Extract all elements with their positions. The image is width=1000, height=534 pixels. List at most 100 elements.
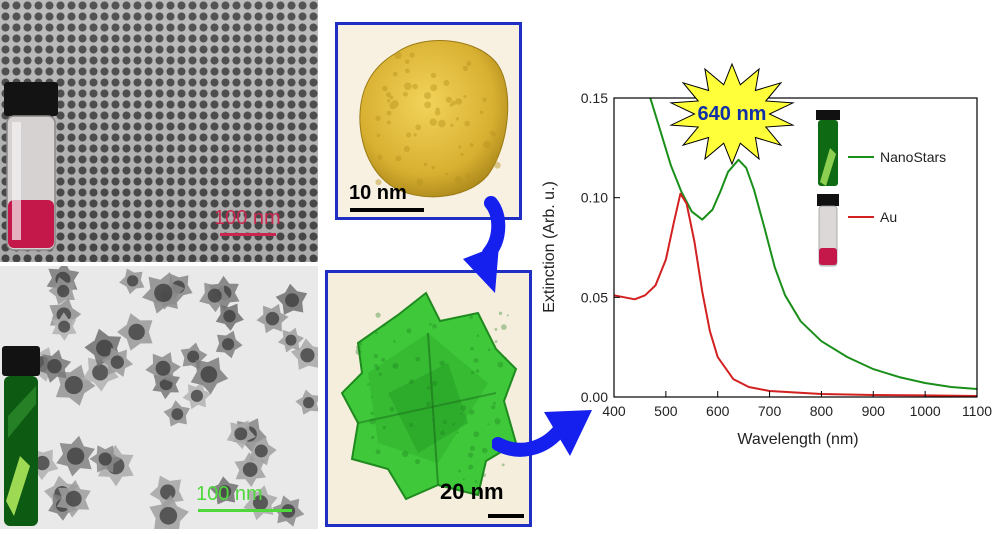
vial-au-icon	[4, 82, 58, 251]
nanostar-texture-dot	[370, 411, 374, 415]
nanostar-texture-dot	[473, 357, 479, 363]
tem-image-au-nanoparticles: 100 nm	[0, 0, 318, 262]
extinction-chart: 400 500 600 700 800 900 1000 1100 0.00 0.05 0.10 0.…	[520, 40, 1000, 529]
nanostar-texture-dot	[369, 418, 376, 425]
gold-texture-dot	[392, 71, 398, 77]
nanostar-core	[252, 495, 268, 511]
nanostar-texture-dot	[442, 420, 447, 425]
scale-bar-bottom-left	[198, 509, 292, 512]
nanostar-core	[234, 427, 248, 441]
gold-texture-dot	[406, 132, 412, 138]
scale-label-nanostar: 20 nm	[440, 479, 504, 504]
gold-texture-dot	[491, 131, 496, 137]
y-axis-label: Extinction (Arb. u.)	[541, 181, 558, 313]
nanostar-core	[159, 506, 178, 525]
nanostar-texture-dot	[367, 382, 370, 386]
gold-texture-dot	[413, 133, 417, 137]
nanostar-texture-dot	[456, 431, 459, 434]
nanostar-texture-dot	[415, 356, 421, 362]
nanostar-texture-dot	[439, 360, 446, 367]
nanostar-core	[128, 323, 145, 341]
nanostar-texture-dot	[498, 311, 503, 316]
gold-texture-dot	[423, 92, 432, 100]
gold-texture-dot	[449, 103, 453, 107]
nanostar-texture-dot	[487, 423, 490, 426]
gold-texture-dot	[402, 91, 408, 97]
nanostar-texture-dot	[460, 405, 467, 411]
gold-texture-dot	[375, 179, 382, 186]
gold-texture-dot	[386, 110, 392, 116]
gold-texture-dot	[389, 102, 397, 110]
gold-texture-dot	[429, 118, 437, 126]
x-tick-label: 800	[810, 403, 834, 419]
y-tick-label: 0.15	[581, 90, 608, 106]
nanostar-texture-dot	[406, 328, 412, 334]
x-tick-label: 1000	[910, 403, 941, 419]
gold-texture-dot	[412, 83, 418, 90]
nanostar-core	[98, 452, 112, 466]
nanostar-texture-dot	[501, 324, 507, 330]
nanostar-texture-dot	[475, 369, 480, 373]
curved-arrow-icon	[492, 410, 592, 457]
nanostar-texture-dot	[383, 323, 386, 327]
gold-texture-dot	[490, 130, 494, 135]
gold-texture-dot	[377, 154, 383, 160]
gold-texture-dot	[454, 176, 463, 184]
nanostar-core	[223, 309, 236, 323]
gold-texture-dot	[493, 161, 501, 169]
gold-texture-dot	[490, 155, 498, 163]
nanostar-core	[222, 338, 235, 351]
x-tick-label: 600	[706, 403, 730, 419]
gold-texture-dot	[460, 152, 464, 157]
nanostar-core	[265, 311, 280, 326]
y-tick-label: 0.00	[581, 389, 608, 405]
x-tick-label: 500	[654, 403, 678, 419]
gold-texture-dot	[444, 172, 448, 176]
nanostar-core	[47, 359, 62, 374]
scale-bar-top-left	[220, 233, 276, 236]
nanostar-texture-dot	[501, 463, 505, 467]
gold-texture-dot	[431, 165, 436, 170]
nanostar-texture-dot	[374, 363, 378, 368]
gold-particle-panel: 10 nm	[335, 22, 522, 220]
x-tick-label: 1100	[962, 403, 992, 419]
nanostar-core	[58, 320, 71, 333]
gold-texture-dot	[409, 52, 415, 58]
nanostar-texture-dot	[382, 425, 386, 430]
nanostar-texture-dot	[469, 445, 476, 451]
nanostar-texture-dot	[470, 346, 474, 351]
nanostar-panel: 20 nm	[325, 270, 532, 527]
nanostar-texture-dot	[440, 430, 446, 436]
nanostar-core	[64, 375, 83, 395]
nanostar-texture-dot	[392, 362, 399, 369]
scale-bar-gold	[350, 208, 424, 212]
nanostar-field	[26, 266, 318, 529]
nanostar-core	[242, 462, 258, 477]
nanostar-texture-dot	[491, 405, 496, 410]
gold-texture-dot	[482, 97, 487, 102]
gold-texture-dot	[479, 110, 484, 115]
nanostar-render	[340, 291, 518, 501]
legend-vial-au-icon	[817, 194, 839, 267]
nanostar-texture-dot	[506, 314, 509, 317]
nanostar-texture-dot	[375, 366, 380, 371]
gold-texture-dot	[469, 143, 474, 148]
scale-bar-nanostar	[488, 514, 524, 518]
x-tick-label: 700	[758, 403, 782, 419]
nanostar-core	[65, 490, 82, 507]
nanostar-texture-dot	[470, 371, 475, 375]
nanostar-core	[171, 408, 184, 421]
series-line-nanostars	[649, 98, 977, 390]
nanostar-texture-dot	[494, 418, 501, 425]
gold-texture-dot	[464, 120, 470, 127]
gold-texture-dot	[382, 85, 388, 92]
gold-texture-dot	[438, 119, 446, 128]
gold-texture-dot	[386, 120, 391, 125]
gold-texture-dot	[465, 172, 472, 178]
nanostar-core	[300, 348, 315, 363]
legend-label-au: Au	[880, 209, 897, 225]
y-tick-label: 0.10	[581, 190, 608, 206]
x-tick-label: 900	[862, 403, 886, 419]
gold-texture-dot	[462, 65, 469, 72]
nanostar-texture-dot	[458, 469, 461, 473]
